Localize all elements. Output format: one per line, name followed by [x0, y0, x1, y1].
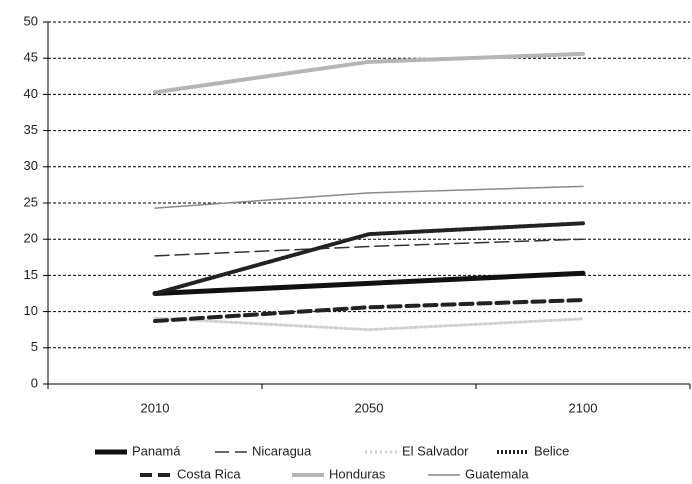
- x-tick-label: 2050: [355, 400, 384, 415]
- series-line: [152, 270, 586, 296]
- legend-label: Honduras: [329, 466, 386, 481]
- series-line: [153, 51, 585, 95]
- series-line: [154, 238, 584, 257]
- legend-label: Guatemala: [465, 466, 529, 481]
- series-line: [153, 221, 585, 296]
- y-tick-label: 50: [24, 13, 38, 28]
- y-tick-label: 15: [24, 267, 38, 282]
- legend-label: El Salvador: [402, 443, 469, 458]
- y-tick-label: 30: [24, 158, 38, 173]
- y-tick-label: 10: [24, 303, 38, 318]
- series-line: [153, 316, 585, 332]
- y-tick-label: 35: [24, 122, 38, 137]
- legend-label: Nicaragua: [252, 443, 312, 458]
- y-tick-label: 40: [24, 86, 38, 101]
- y-tick-label: 45: [24, 50, 38, 65]
- y-tick-label: 20: [24, 231, 38, 246]
- series-line: [153, 298, 585, 324]
- legend-label: Costa Rica: [177, 466, 241, 481]
- y-tick-label: 5: [31, 339, 38, 354]
- x-tick-label: 2010: [141, 400, 170, 415]
- y-tick-label: 0: [31, 375, 38, 390]
- series-line: [154, 185, 584, 209]
- legend-label: Panamá: [132, 443, 181, 458]
- legend-label: Belice: [534, 443, 569, 458]
- x-tick-label: 2100: [569, 400, 598, 415]
- y-tick-label: 25: [24, 194, 38, 209]
